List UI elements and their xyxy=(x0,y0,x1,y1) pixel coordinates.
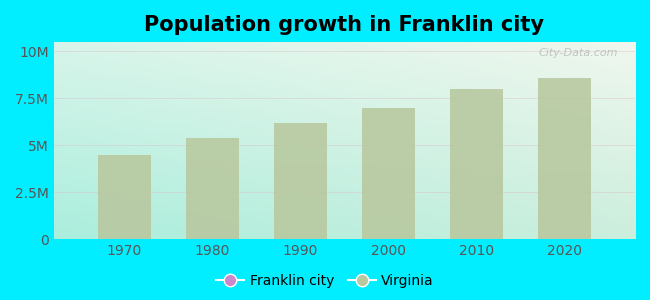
Bar xyxy=(186,138,239,239)
Bar xyxy=(450,89,503,239)
Bar xyxy=(274,123,327,239)
Legend: Franklin city, Virginia: Franklin city, Virginia xyxy=(211,268,439,293)
Bar xyxy=(362,108,415,239)
Bar xyxy=(538,78,591,239)
Bar xyxy=(98,155,151,239)
Title: Population growth in Franklin city: Population growth in Franklin city xyxy=(144,15,544,35)
Text: City-Data.com: City-Data.com xyxy=(538,48,617,58)
